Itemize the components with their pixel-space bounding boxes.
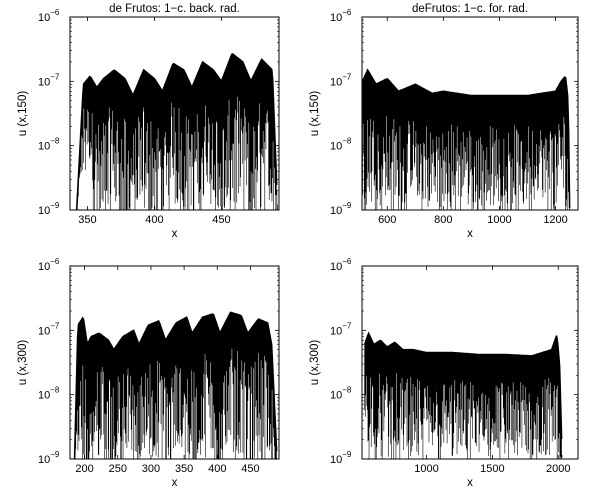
- x-tick-label: 200: [75, 463, 93, 475]
- chart-title: de Frutos: 1−c. back. rad.: [109, 3, 240, 15]
- y-tick-label: 10−7: [38, 321, 60, 337]
- y-tick-label: 10−6: [330, 8, 352, 24]
- chart-title: deFrutos: 1−c. for. rad.: [412, 3, 528, 15]
- x-tick-label: 1000: [487, 214, 511, 226]
- chart-panel-2: 600 800 1000 1200 10−9 10−8 10−7 10−6 x u (x,150)…: [309, 3, 579, 240]
- plot-frame: [69, 16, 280, 211]
- y-tick-label: 10−9: [330, 450, 352, 466]
- x-tick-label: 350: [175, 463, 193, 475]
- series-trace: [75, 53, 278, 210]
- series-trace: [362, 68, 571, 210]
- y-axis-label: u (x,300): [309, 340, 321, 386]
- y-tick-label: 10−7: [330, 321, 352, 337]
- x-tick-label: 1500: [480, 463, 504, 475]
- chart-panel-1: 350 400 450 10−9 10−8 10−7 10−6 x u (x,150) de Fr…: [17, 3, 280, 240]
- x-tick-label: 350: [78, 214, 96, 226]
- x-tick-label: 800: [434, 214, 452, 226]
- x-axis-label: x: [172, 477, 178, 489]
- y-tick-label: 10−9: [38, 450, 60, 466]
- series-trace: [363, 331, 563, 459]
- x-tick-label: 600: [378, 214, 396, 226]
- series-trace: [73, 311, 278, 459]
- chart-panel-3: 200 250 300 350 400 450 10−9 10−8 10−7 10−6 x u (x,…: [17, 257, 280, 489]
- y-axis-label: u (x,150): [17, 91, 29, 137]
- y-tick-label: 10−7: [38, 72, 60, 88]
- x-axis-label: x: [172, 228, 178, 240]
- y-tick-label: 10−7: [330, 72, 352, 88]
- y-tick-label: 10−8: [330, 137, 352, 153]
- x-tick-label: 400: [208, 463, 226, 475]
- x-tick-label: 400: [145, 214, 163, 226]
- x-tick-label: 450: [212, 214, 230, 226]
- y-tick-label: 10−9: [38, 201, 60, 217]
- plot-frame: [69, 265, 280, 460]
- y-tick-label: 10−9: [330, 201, 352, 217]
- y-axis-label: u (x,300): [17, 340, 29, 386]
- y-tick-label: 10−8: [38, 137, 60, 153]
- y-tick-label: 10−6: [38, 257, 60, 273]
- x-tick-label: 2000: [546, 463, 570, 475]
- x-tick-label: 1000: [414, 463, 438, 475]
- x-tick-label: 250: [109, 463, 127, 475]
- y-tick-label: 10−8: [330, 386, 352, 402]
- y-tick-label: 10−6: [330, 257, 352, 273]
- y-tick-label: 10−6: [38, 8, 60, 24]
- x-tick-label: 1200: [543, 214, 567, 226]
- x-tick-label: 300: [142, 463, 160, 475]
- plot-frame: [361, 265, 579, 460]
- y-axis-label: u (x,150): [309, 91, 321, 137]
- x-axis-label: x: [467, 477, 473, 489]
- plot-frame: [361, 16, 579, 211]
- x-axis-label: x: [467, 228, 473, 240]
- x-tick-label: 450: [241, 463, 259, 475]
- y-tick-label: 10−8: [38, 386, 60, 402]
- chart-panel-4: 1000 1500 2000 10−9 10−8 10−7 10−6 x u (x,300): [309, 257, 579, 489]
